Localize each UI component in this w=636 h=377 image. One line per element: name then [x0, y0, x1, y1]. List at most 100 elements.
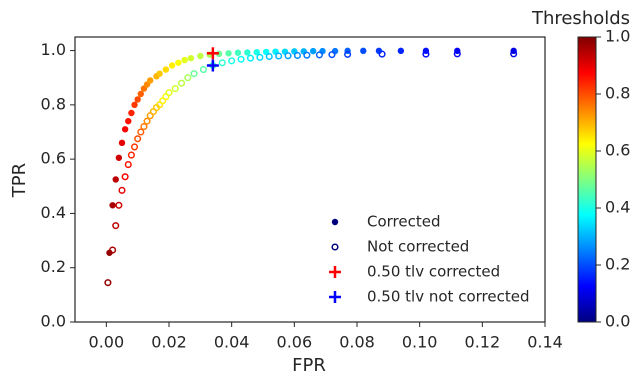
x-tick-label: 0.08 [339, 333, 375, 352]
point [121, 173, 129, 181]
point [115, 154, 123, 161]
point [165, 89, 173, 97]
colorbar-tick-label: 0.8 [605, 84, 630, 103]
point [124, 161, 132, 169]
point [246, 54, 255, 62]
point [171, 85, 179, 93]
point [237, 55, 245, 63]
legend-marker [329, 266, 341, 278]
point [244, 49, 251, 56]
x-tick-label: 0.00 [89, 333, 125, 352]
point [177, 79, 186, 87]
point [118, 139, 126, 147]
y-tick-label: 0.4 [41, 203, 66, 222]
point [175, 59, 182, 66]
point [197, 52, 204, 60]
colorbar-tick-label: 0.6 [605, 141, 630, 160]
point [199, 66, 208, 74]
point [218, 59, 226, 67]
legend-marker [329, 291, 341, 303]
point [127, 151, 135, 159]
point [128, 109, 135, 117]
point [281, 48, 289, 55]
point [156, 70, 163, 77]
point [137, 90, 144, 98]
point [291, 48, 298, 55]
point [106, 249, 113, 256]
y-tick-label: 0.2 [41, 257, 66, 276]
point [190, 70, 198, 78]
colorbar-tick-label: 0.4 [605, 198, 630, 217]
x-tick-label: 0.06 [277, 333, 313, 352]
point [225, 50, 232, 57]
colorbar-label: Thresholds [531, 8, 630, 29]
point [344, 50, 352, 58]
point [206, 47, 219, 60]
point [265, 52, 273, 61]
point [206, 59, 219, 72]
point [134, 135, 142, 143]
point [453, 50, 461, 58]
legend-text: 0.50 tlv corrected [367, 263, 500, 281]
legend-text: 0.50 tlv not corrected [367, 288, 529, 306]
point [328, 51, 336, 59]
point [143, 117, 151, 125]
y-tick-label: 0.0 [41, 312, 66, 331]
point [109, 202, 116, 209]
x-tick-label: 0.12 [465, 333, 501, 352]
point [109, 246, 117, 254]
point [162, 66, 170, 73]
point [187, 54, 195, 62]
point [130, 143, 139, 151]
point [104, 279, 112, 287]
point [510, 50, 518, 58]
y-tick-label: 1.0 [41, 40, 66, 59]
legend-text: Not corrected [367, 238, 469, 256]
x-tick-label: 0.14 [527, 333, 563, 352]
legend-text: Corrected [367, 213, 441, 231]
point [315, 51, 323, 59]
point [378, 50, 386, 58]
point [309, 47, 317, 55]
point [168, 62, 176, 69]
point [118, 186, 126, 194]
point [137, 128, 145, 136]
point [360, 47, 367, 55]
colorbar-tick-label: 1.0 [605, 27, 630, 46]
x-tick-label: 0.10 [402, 333, 438, 352]
point [115, 201, 123, 209]
x-axis-label: FPR [292, 355, 326, 376]
x-tick-label: 0.04 [214, 333, 250, 352]
point [275, 52, 283, 60]
plot-frame [74, 36, 546, 323]
point [256, 53, 264, 61]
point [253, 49, 260, 56]
point [140, 123, 148, 131]
point [397, 47, 405, 55]
point [121, 126, 129, 133]
y-tick-label: 0.6 [41, 149, 66, 168]
point [125, 117, 132, 125]
legend-marker [331, 243, 339, 251]
point [284, 52, 292, 60]
colorbar-tick-label: 0.2 [605, 255, 630, 274]
point [134, 96, 141, 103]
y-axis-label: TPR [9, 163, 30, 198]
point [184, 74, 192, 82]
point [112, 176, 119, 183]
point [422, 50, 430, 58]
legend-marker [331, 218, 339, 226]
point [234, 49, 242, 56]
point [228, 57, 236, 65]
point [147, 77, 154, 84]
y-tick-label: 0.8 [41, 94, 66, 113]
colorbar [577, 36, 597, 323]
point [293, 51, 302, 60]
point [181, 56, 188, 64]
point [112, 222, 120, 230]
point [303, 51, 311, 59]
colorbar-tick-label: 0.0 [605, 312, 630, 331]
x-tick-label: 0.02 [151, 333, 187, 352]
point [131, 101, 138, 109]
